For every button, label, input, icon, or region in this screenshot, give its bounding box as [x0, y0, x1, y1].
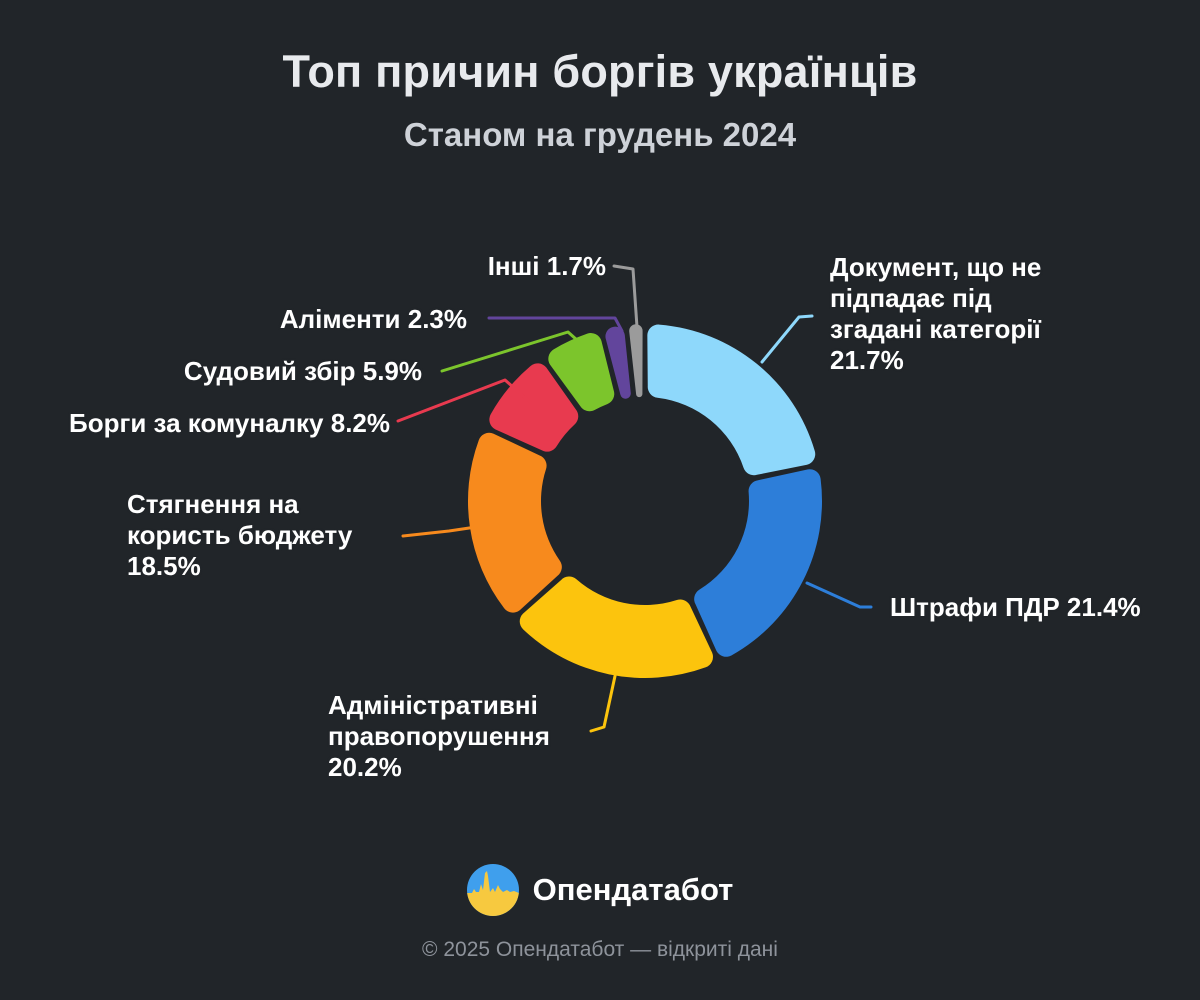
leader-line-4: [396, 378, 532, 423]
slice-label-6: Аліменти 2.3%: [279, 304, 467, 334]
slice-label-4: Борги за комуналку 8.2%: [69, 408, 390, 438]
donut-segment-1: [694, 469, 823, 657]
donut-segment-0: [647, 324, 816, 476]
opendatabot-logo-icon: [466, 864, 519, 916]
slice-label-3: Стягнення на користь бюджету 18.5%: [127, 489, 353, 581]
donut-segment-7: [629, 324, 643, 398]
slice-label-7: Інші 1.7%: [487, 251, 606, 281]
leader-line-2: [589, 674, 617, 733]
slice-label-5: Судовий збір 5.9%: [183, 356, 422, 386]
donut-segment-6: [605, 326, 631, 399]
chart-subtitle: Станом на грудень 2024: [403, 116, 797, 153]
leader-line-0: [760, 314, 814, 364]
leader-line-6: [487, 316, 624, 333]
leader-line-7: [612, 264, 639, 329]
leader-line-5: [440, 330, 579, 373]
donut-segment-3: [467, 432, 562, 613]
leader-line-3: [401, 525, 478, 538]
donut-segment-2: [519, 576, 713, 678]
donut-segment-5: [548, 333, 615, 412]
footer-copyright: © 2025 Опендатабот — відкриті дані: [422, 938, 778, 961]
slice-label-1: Штрафи ПДР 21.4%: [890, 592, 1141, 622]
leader-line-1: [805, 581, 873, 609]
opendatabot-logo-text: Опендатабот: [532, 872, 734, 907]
chart-title: Топ причин боргів українців: [282, 46, 918, 97]
brand-row: Опендатабот: [0, 864, 1200, 916]
slice-label-2: Адміністративні правопорушення 20.2%: [328, 690, 550, 782]
slice-label-0: Документ, що не підпадає під згадані катег…: [830, 252, 1042, 375]
